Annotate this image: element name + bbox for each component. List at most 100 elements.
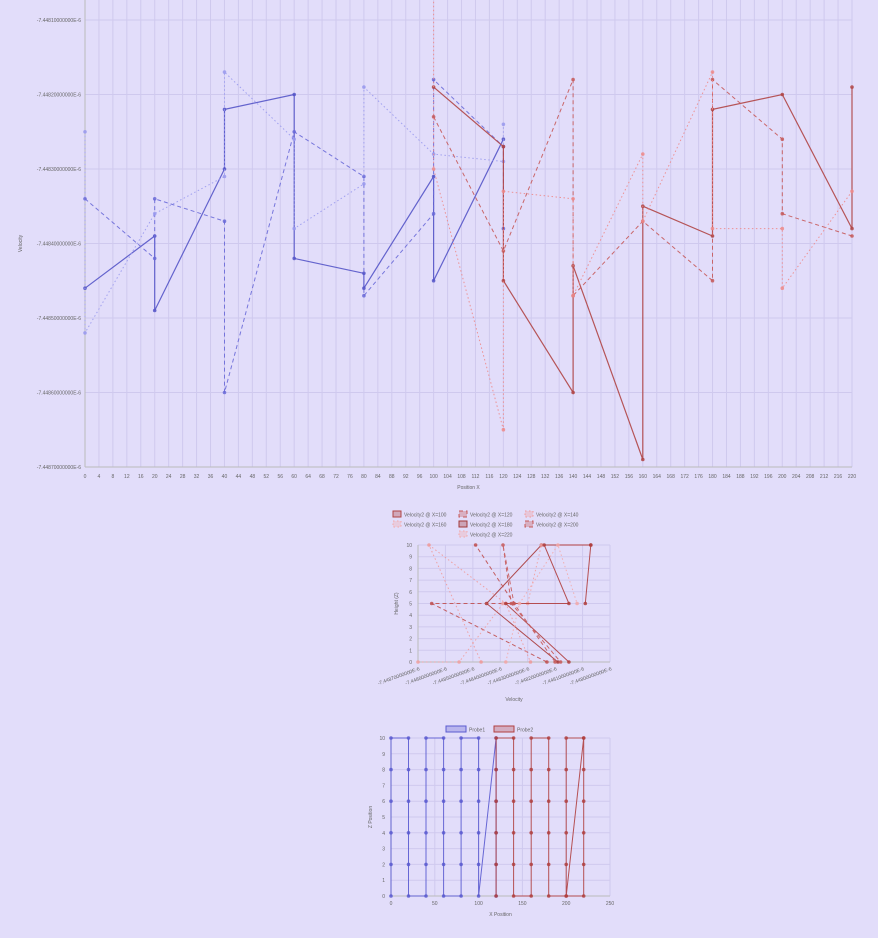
x-tick-label: 176	[694, 474, 703, 480]
x-tick-label: 216	[834, 474, 843, 480]
x-tick-label: 76	[347, 474, 353, 480]
legend-label: Velocity2 @ X=220	[470, 533, 513, 539]
x-tick-label: 188	[736, 474, 745, 480]
x-tick-label: 132	[541, 474, 550, 480]
y-tick-label: 3	[409, 625, 412, 631]
series-velocity2-2-point	[528, 660, 533, 664]
series-probe2-dotted-point	[780, 286, 785, 291]
series-probe2-point	[581, 894, 586, 898]
legend-label: Velocity2 @ X=200	[536, 523, 579, 529]
series-probe1-point	[459, 862, 463, 867]
series-probe2-point	[494, 862, 498, 867]
series-probe2-dotted-point	[710, 70, 715, 74]
series-velocity2-5-point	[509, 601, 514, 606]
series-probe1-point	[406, 831, 411, 835]
series-probe1-dotted-point	[222, 70, 227, 74]
series-probe2-point	[581, 831, 586, 835]
y-tick-label: 6	[382, 799, 385, 805]
series-probe1-dotted-point	[292, 137, 297, 141]
x-tick-label: 160	[639, 474, 648, 480]
x-tick-label: 108	[457, 474, 466, 480]
legend-label: Velocity2 @ X=120	[470, 513, 513, 519]
series-probe2-point	[529, 736, 534, 740]
x-tick-label: 220	[848, 474, 857, 480]
series-velocity2-3-point	[457, 660, 461, 664]
series-probe1-point	[459, 894, 463, 898]
series-probe2-line	[495, 737, 585, 897]
series-probe1-point	[441, 736, 446, 740]
series-probe2-point	[546, 767, 551, 772]
x-axis-title: Velocity	[505, 697, 523, 703]
y-tick-label: 8	[409, 566, 412, 572]
x-tick-label: 0	[84, 474, 87, 480]
series-probe1-point	[406, 799, 411, 803]
series-probe2-point	[511, 767, 516, 772]
y-tick-label: -7.44840000000E-6	[37, 242, 81, 248]
x-tick-label: 116	[485, 474, 493, 480]
series-velocity2-3-point	[416, 660, 420, 664]
series-probe2-point	[581, 736, 586, 740]
series-probe2-point	[494, 799, 498, 803]
y-tick-label: -7.44860000000E-6	[37, 391, 81, 397]
x-tick-label: 50	[432, 901, 438, 907]
series-probe2-dotted-point	[641, 152, 645, 156]
x-tick-label: 136	[555, 474, 564, 480]
series-probe2-point	[529, 767, 534, 772]
series-probe1-dashed-point	[152, 197, 157, 201]
legend-swatch	[493, 725, 515, 733]
y-tick-label: 1	[409, 648, 412, 654]
x-tick-label: 68	[319, 474, 325, 480]
x-tick-label: 150	[518, 901, 527, 907]
series-probe2-solid-point	[780, 92, 785, 97]
velocity-position-chart: 0 4 8 12 16 20 24 28 32 36 40 44 48 52 56 60 64 68 72 76 80 8…	[18, 0, 857, 491]
x-tick-label: 56	[277, 474, 283, 480]
series-probe2-point	[494, 831, 498, 835]
x-tick-label: 36	[208, 474, 214, 480]
series-velocity2-4-point	[567, 660, 571, 664]
series-velocity2-6-point	[504, 660, 508, 664]
series-probe1-point	[406, 894, 411, 898]
legend-swatch	[392, 510, 402, 518]
series-probe2-point	[581, 799, 586, 803]
x-tick-label: 152	[611, 474, 620, 480]
series-probe2-dotted-point	[501, 427, 506, 432]
series-probe1-solid-point	[292, 92, 297, 97]
series-probe2-point	[546, 894, 551, 898]
x-tick-label: 180	[708, 474, 717, 480]
series-probe1-solid-point	[292, 256, 297, 261]
series-probe2-point	[529, 894, 534, 898]
legend-label: Velocity2 @ X=140	[536, 513, 579, 519]
series-velocity2-3-point	[501, 601, 505, 606]
series-probe2-point	[581, 767, 586, 772]
y-tick-label: 7	[382, 783, 385, 789]
x-tick-label: 212	[820, 474, 829, 480]
series-velocity2-4-point	[567, 601, 571, 606]
series-probe2-point	[564, 799, 569, 803]
series-probe1-point	[476, 767, 481, 772]
series-probe1-dotted-line	[84, 70, 504, 335]
series-probe1-point	[424, 894, 428, 898]
x-tick-label: 164	[653, 474, 662, 480]
series-velocity2-1-point	[545, 660, 549, 664]
x-tick-label: 96	[417, 474, 423, 480]
x-tick-label: 24	[166, 474, 172, 480]
series-probe1-dotted-point	[362, 85, 366, 89]
series-probe1-point	[406, 862, 411, 867]
series-probe2-point	[546, 831, 551, 835]
legend-label: Probe2	[517, 728, 533, 734]
y-tick-label: 2	[382, 862, 385, 868]
series-velocity2-5-point	[553, 660, 557, 664]
series-probe2-point	[529, 799, 534, 803]
series-probe2-point	[564, 894, 569, 898]
y-tick-label: -7.44830000000E-6	[37, 167, 81, 173]
y-tick-label: 0	[382, 894, 385, 900]
y-tick-label: -7.44850000000E-6	[37, 316, 81, 322]
series-probe2-dotted-point	[710, 226, 715, 231]
legend-label: Velocity2 @ X=160	[404, 523, 447, 529]
series-velocity2-4-point	[589, 543, 593, 547]
legend-swatch	[524, 510, 534, 518]
x-tick-label: 0	[390, 901, 393, 907]
series-probe1-point	[389, 767, 393, 772]
y-tick-label: 4	[409, 613, 412, 619]
